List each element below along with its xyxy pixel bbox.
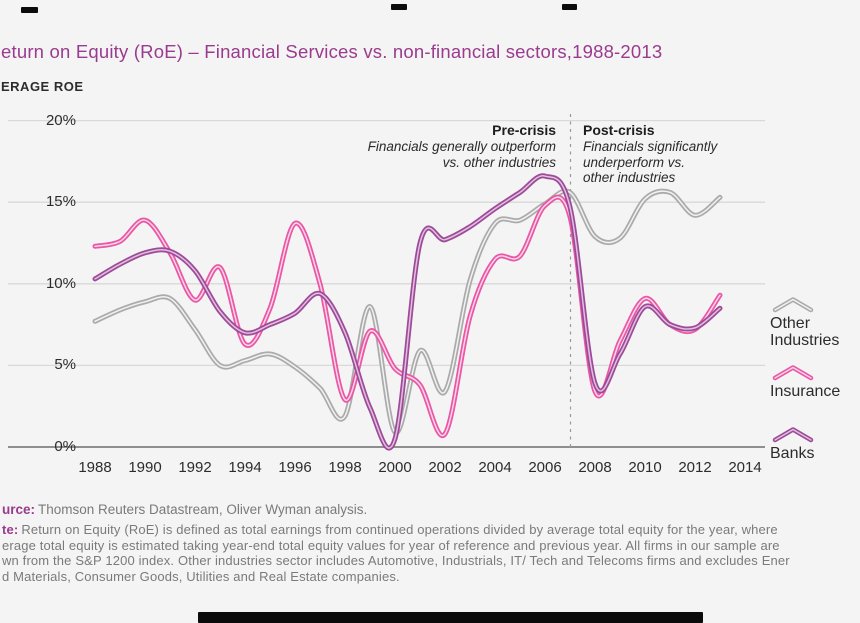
banks-line-icon xyxy=(772,427,814,443)
post-crisis-line: other industries xyxy=(583,170,676,185)
x-tick-1988: 1988 xyxy=(78,459,112,476)
legend-item-other: Other Industries xyxy=(770,296,839,349)
note-label: te: xyxy=(2,522,19,537)
other-line-icon xyxy=(772,297,814,313)
note-line-1: te: Return on Equity (RoE) is defined as … xyxy=(2,522,778,537)
x-tick-1994: 1994 xyxy=(228,459,262,476)
legend-label: Industries xyxy=(770,331,840,349)
x-tick-1996: 1996 xyxy=(278,459,312,476)
crop-artifact-top-3 xyxy=(562,4,577,10)
note-line-4: d Materials, Consumer Goods, Utilities a… xyxy=(2,568,400,584)
source-label: urce: xyxy=(2,502,36,517)
chart-title: eturn on Equity (RoE) – Financial Servic… xyxy=(1,41,663,62)
insurance-line-icon xyxy=(772,365,814,381)
crop-artifact-bottom-bar xyxy=(198,612,703,623)
annotation-pre-crisis: Pre-crisis Financials generally outperfo… xyxy=(368,122,556,170)
y-tick-0%: 0% xyxy=(54,438,76,455)
x-tick-2008: 2008 xyxy=(578,459,612,476)
legend-item-banks: Banks xyxy=(770,426,814,463)
x-tick-1990: 1990 xyxy=(128,459,162,476)
legend-item-insurance: Insurance xyxy=(770,364,840,401)
x-tick-2006: 2006 xyxy=(528,459,562,476)
legend-label: Banks xyxy=(770,445,815,462)
x-tick-1992: 1992 xyxy=(178,459,212,476)
pre-crisis-title: Pre-crisis xyxy=(492,122,556,138)
legend-label: Other xyxy=(770,315,811,332)
post-crisis-line: Financials significantly xyxy=(583,139,718,154)
annotation-post-crisis: Post-crisis Financials significantly und… xyxy=(583,122,717,186)
x-tick-2014: 2014 xyxy=(728,459,762,476)
x-tick-2000: 2000 xyxy=(378,459,412,476)
y-tick-5%: 5% xyxy=(54,356,76,374)
pre-crisis-line: Financials generally outperform xyxy=(367,139,556,154)
source-text: Thomson Reuters Datastream, Oliver Wyman… xyxy=(38,502,368,517)
pre-crisis-line: vs. other industries xyxy=(442,154,556,170)
x-tick-2004: 2004 xyxy=(478,459,512,476)
x-tick-2012: 2012 xyxy=(678,459,712,476)
y-tick-10%: 10% xyxy=(45,274,76,292)
legend-label: Insurance xyxy=(770,383,841,400)
banks-line-core xyxy=(94,175,721,449)
post-crisis-title: Post-crisis xyxy=(583,122,655,138)
y-tick-15%: 15% xyxy=(45,193,76,211)
x-tick-1998: 1998 xyxy=(328,459,362,476)
other-industries-line-core xyxy=(94,190,721,434)
y-axis-title: ERAGE ROE xyxy=(1,79,84,94)
x-tick-2002: 2002 xyxy=(428,459,462,476)
source-line: urce: Thomson Reuters Datastream, Oliver … xyxy=(2,502,367,517)
crop-artifact-top-2 xyxy=(391,4,407,10)
note-line-2: erage total equity is estimated taking y… xyxy=(2,537,780,553)
note-line-3: wn from the S&P 1200 index. Other indust… xyxy=(2,553,790,568)
y-tick-20%: 20% xyxy=(45,111,76,129)
post-crisis-line: underperform vs. xyxy=(583,154,686,170)
x-tick-2010: 2010 xyxy=(628,459,662,476)
crop-artifact-top-1 xyxy=(21,7,38,13)
note-block: te: Return on Equity (RoE) is defined as … xyxy=(2,522,790,584)
